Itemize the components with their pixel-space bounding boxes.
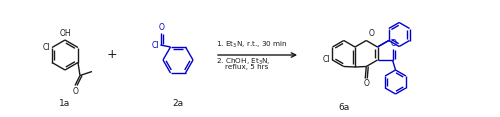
Text: 2a: 2a	[172, 99, 184, 108]
Text: 1a: 1a	[60, 99, 70, 108]
Text: Cl: Cl	[42, 43, 50, 52]
Text: O: O	[390, 39, 396, 48]
Text: 1. Et$_3$N, r.t., 30 min: 1. Et$_3$N, r.t., 30 min	[216, 40, 288, 50]
Text: 6a: 6a	[338, 104, 349, 113]
Text: OH: OH	[59, 29, 71, 38]
Text: 2. ChOH, Et$_3$N,: 2. ChOH, Et$_3$N,	[216, 57, 270, 67]
Text: O: O	[158, 23, 164, 32]
Text: Cl: Cl	[152, 40, 160, 49]
Text: Cl: Cl	[323, 55, 330, 64]
Text: reflux, 5 hrs: reflux, 5 hrs	[216, 64, 268, 70]
Text: O: O	[364, 79, 369, 88]
Text: O: O	[368, 29, 374, 38]
Text: +: +	[106, 49, 118, 62]
Text: O: O	[73, 86, 79, 95]
